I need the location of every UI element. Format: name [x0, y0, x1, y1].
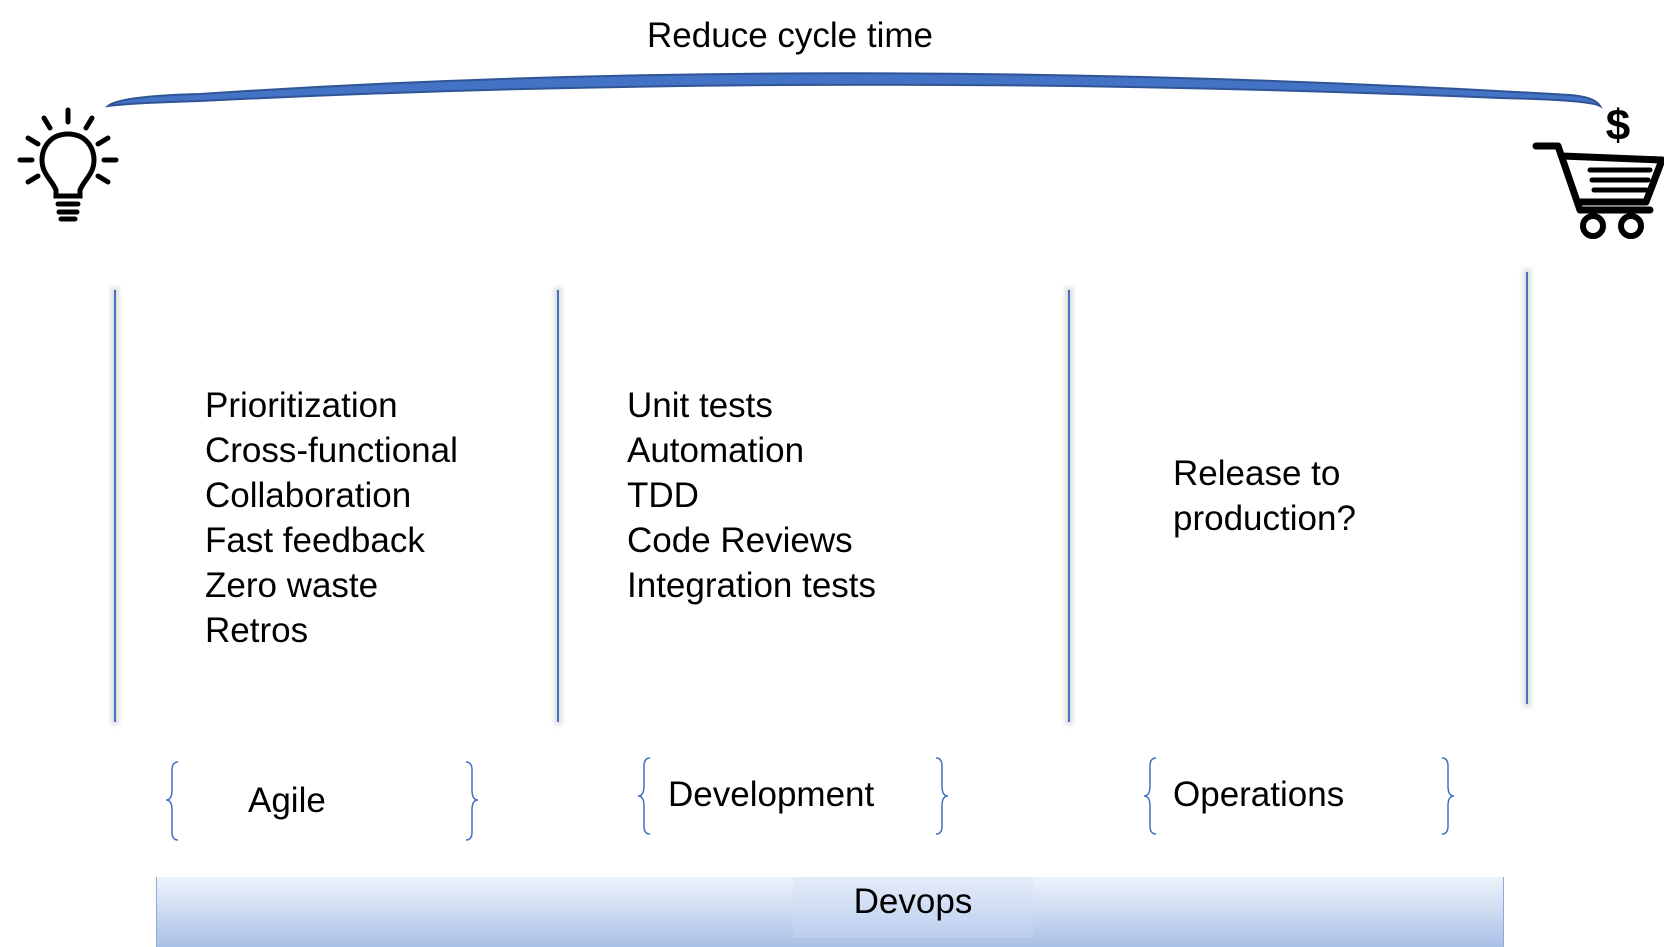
operations-label: Operations [1173, 775, 1345, 814]
agile-practices-list: Prioritization Cross-functional Collabor… [205, 383, 458, 653]
development-label: Development [668, 775, 875, 814]
devops-label: Devops [853, 882, 973, 921]
list-item: Zero waste [205, 566, 379, 605]
lightbulb-icon [17, 107, 119, 222]
list-item: Collaboration [205, 476, 412, 515]
diagram-title: Reduce cycle time [647, 16, 933, 55]
separator-line-1 [114, 290, 116, 722]
list-item: Code Reviews [627, 521, 853, 560]
operations-text: Release to production? [1173, 451, 1356, 541]
devops-label-box [793, 877, 1033, 937]
list-item: Cross-functional [205, 431, 458, 470]
agile-label: Agile [248, 781, 326, 820]
list-item: Automation [627, 431, 805, 470]
list-item: Prioritization [205, 386, 398, 425]
separator-line-2 [557, 290, 559, 722]
list-item: TDD [627, 476, 699, 515]
list-item: Integration tests [627, 566, 877, 605]
development-practices-list: Unit tests Automation TDD Code Reviews I… [627, 383, 876, 608]
separator-line-4 [1526, 272, 1528, 704]
development-left-brace [637, 757, 651, 835]
agile-right-brace [465, 761, 479, 841]
list-item: Release to [1173, 454, 1341, 493]
list-item: Retros [205, 611, 309, 650]
svg-text:$: $ [1606, 101, 1630, 150]
shopping-cart-dollar-icon: $ [1532, 101, 1664, 239]
agile-left-brace [165, 761, 179, 841]
operations-right-brace [1441, 757, 1455, 835]
development-right-brace [935, 757, 949, 835]
separator-line-3 [1068, 290, 1070, 722]
list-item: production? [1173, 499, 1356, 538]
list-item: Fast feedback [205, 521, 425, 560]
operations-left-brace [1143, 757, 1157, 835]
cycle-arc [104, 72, 1603, 109]
list-item: Unit tests [627, 386, 773, 425]
